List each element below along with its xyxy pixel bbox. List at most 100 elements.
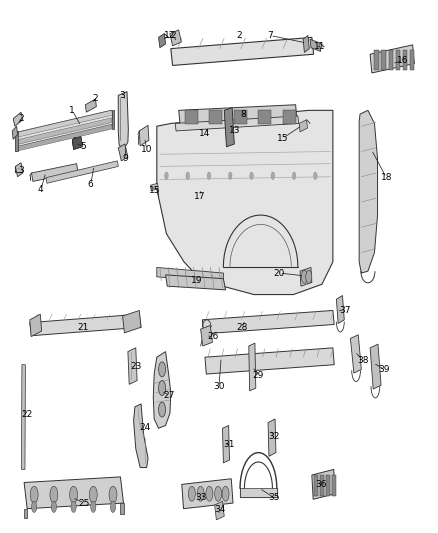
Polygon shape bbox=[182, 479, 233, 508]
Polygon shape bbox=[112, 110, 114, 129]
Bar bbox=[332, 475, 336, 496]
Text: 6: 6 bbox=[88, 180, 94, 189]
Circle shape bbox=[91, 501, 96, 512]
Polygon shape bbox=[201, 326, 212, 346]
Circle shape bbox=[32, 501, 37, 512]
Bar bbox=[185, 110, 198, 124]
Polygon shape bbox=[359, 110, 378, 273]
Polygon shape bbox=[370, 344, 381, 389]
Bar bbox=[381, 50, 386, 70]
Text: 15: 15 bbox=[149, 186, 160, 195]
Bar bbox=[396, 50, 400, 70]
Bar bbox=[326, 475, 330, 496]
Bar bbox=[374, 50, 379, 70]
Circle shape bbox=[306, 270, 312, 284]
Text: 30: 30 bbox=[213, 382, 225, 391]
Polygon shape bbox=[310, 39, 321, 51]
Text: 23: 23 bbox=[130, 362, 141, 371]
Circle shape bbox=[229, 172, 232, 180]
Circle shape bbox=[70, 486, 78, 503]
Text: 21: 21 bbox=[78, 323, 89, 332]
Polygon shape bbox=[350, 335, 361, 373]
Text: 34: 34 bbox=[215, 505, 226, 514]
Text: 24: 24 bbox=[139, 423, 150, 432]
Polygon shape bbox=[123, 310, 141, 333]
Polygon shape bbox=[170, 30, 181, 46]
Text: 27: 27 bbox=[164, 391, 175, 400]
Text: 19: 19 bbox=[191, 276, 202, 285]
Text: 17: 17 bbox=[194, 192, 205, 201]
Text: 10: 10 bbox=[141, 145, 152, 154]
Circle shape bbox=[188, 486, 195, 501]
Bar bbox=[314, 475, 318, 496]
Text: 8: 8 bbox=[240, 110, 246, 118]
Polygon shape bbox=[205, 348, 334, 374]
Circle shape bbox=[110, 501, 116, 512]
Polygon shape bbox=[171, 37, 314, 66]
Polygon shape bbox=[215, 501, 224, 520]
Polygon shape bbox=[249, 343, 256, 391]
Text: 26: 26 bbox=[208, 332, 219, 341]
Polygon shape bbox=[224, 108, 234, 147]
Text: 12: 12 bbox=[164, 31, 176, 40]
Polygon shape bbox=[134, 404, 148, 467]
Text: 11: 11 bbox=[314, 42, 325, 51]
Polygon shape bbox=[179, 104, 297, 128]
Text: 29: 29 bbox=[253, 372, 264, 381]
Circle shape bbox=[314, 172, 317, 180]
Text: 3: 3 bbox=[18, 166, 24, 175]
Circle shape bbox=[292, 172, 296, 180]
Polygon shape bbox=[15, 110, 114, 147]
Polygon shape bbox=[21, 365, 25, 470]
Text: 2: 2 bbox=[170, 31, 176, 40]
Text: 1: 1 bbox=[69, 106, 75, 115]
Text: 20: 20 bbox=[274, 269, 285, 278]
Polygon shape bbox=[336, 295, 344, 324]
Text: 33: 33 bbox=[195, 493, 206, 502]
Polygon shape bbox=[30, 314, 42, 337]
Polygon shape bbox=[159, 34, 166, 47]
Text: 35: 35 bbox=[268, 493, 279, 502]
Circle shape bbox=[89, 486, 97, 503]
Bar bbox=[234, 110, 247, 124]
Polygon shape bbox=[72, 136, 82, 150]
Polygon shape bbox=[299, 120, 307, 132]
Polygon shape bbox=[268, 419, 276, 456]
Circle shape bbox=[215, 486, 222, 501]
Circle shape bbox=[159, 381, 166, 395]
Circle shape bbox=[197, 486, 204, 501]
Polygon shape bbox=[118, 144, 128, 161]
Circle shape bbox=[207, 172, 211, 180]
Text: 18: 18 bbox=[381, 173, 392, 182]
Text: 2: 2 bbox=[18, 114, 24, 123]
Circle shape bbox=[206, 486, 213, 501]
Polygon shape bbox=[128, 348, 137, 384]
Polygon shape bbox=[240, 488, 277, 497]
Circle shape bbox=[165, 172, 168, 180]
Circle shape bbox=[30, 486, 38, 503]
Polygon shape bbox=[85, 99, 96, 112]
Text: 3: 3 bbox=[119, 91, 125, 100]
Text: 5: 5 bbox=[80, 142, 86, 151]
Circle shape bbox=[51, 501, 57, 512]
Text: 9: 9 bbox=[122, 155, 128, 164]
Polygon shape bbox=[46, 161, 118, 183]
Circle shape bbox=[301, 270, 307, 284]
Polygon shape bbox=[370, 45, 414, 73]
Text: 37: 37 bbox=[339, 306, 350, 315]
Polygon shape bbox=[202, 310, 334, 334]
Polygon shape bbox=[153, 352, 171, 429]
Bar bbox=[389, 50, 393, 70]
Text: 4: 4 bbox=[38, 185, 43, 195]
Text: 2: 2 bbox=[236, 31, 241, 40]
Polygon shape bbox=[32, 164, 78, 181]
Polygon shape bbox=[15, 131, 18, 151]
Polygon shape bbox=[157, 268, 223, 282]
Text: 39: 39 bbox=[378, 365, 390, 374]
Bar bbox=[403, 50, 407, 70]
Polygon shape bbox=[139, 125, 149, 146]
Text: 36: 36 bbox=[315, 480, 327, 489]
Polygon shape bbox=[166, 275, 226, 290]
Bar bbox=[410, 50, 414, 70]
Text: 14: 14 bbox=[199, 129, 211, 138]
